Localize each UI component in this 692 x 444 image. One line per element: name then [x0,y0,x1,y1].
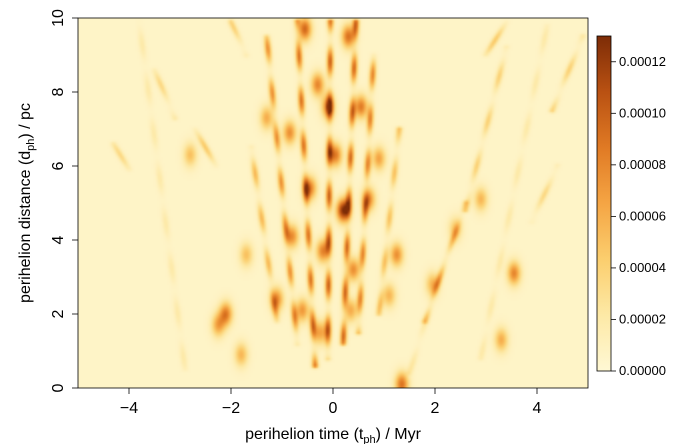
colorbar-tick-label: 0.00000 [619,363,666,378]
colorbar-tick-label: 0.00006 [619,208,666,223]
x-tick-label: 4 [533,400,542,417]
y-axis: 0 2 4 6 8 10 [50,9,78,392]
x-tick-label: −2 [222,400,240,417]
x-axis-title: perihelion time (tph) / Myr [245,426,422,444]
y-tick-label: 10 [50,9,67,27]
y-tick-label: 8 [50,87,67,96]
y-axis-title: perihelion distance (dph) / pc [17,103,37,303]
colorbar [596,35,612,372]
y-tick-label: 6 [50,161,67,170]
colorbar-tick-label: 0.00010 [619,105,666,120]
colorbar-tick-label: 0.00008 [619,157,666,172]
colorbar-tick-label: 0.00002 [619,311,666,326]
x-tick-label: −4 [120,400,138,417]
y-tick-label: 4 [50,235,67,244]
colorbar-tick-label: 0.00012 [619,54,666,69]
y-tick-label: 0 [50,383,67,392]
x-tick-label: 0 [329,400,338,417]
x-tick-label: 2 [431,400,440,417]
heatmap-image [78,18,588,388]
y-tick-label: 2 [50,309,67,318]
colorbar-tick-label: 0.00004 [619,260,666,275]
colorbar-axis: 0.00000 0.00002 0.00004 0.00006 0.00008 0.000… [611,54,666,378]
x-axis: −4 −2 0 2 4 [120,388,542,417]
